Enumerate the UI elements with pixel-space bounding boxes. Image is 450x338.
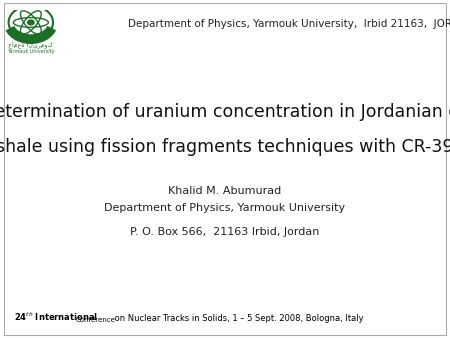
Text: Yarmouk University: Yarmouk University (7, 49, 54, 54)
Text: جامعة اليرموك: جامعة اليرموك (9, 41, 53, 48)
Text: Khalid M. Abumurad: Khalid M. Abumurad (168, 186, 282, 196)
Circle shape (9, 6, 53, 39)
Text: Determination of uranium concentration in Jordanian oil: Determination of uranium concentration i… (0, 102, 450, 121)
Text: on Nuclear Tracks in Solids, 1 – 5 Sept. 2008, Bologna, Italy: on Nuclear Tracks in Solids, 1 – 5 Sept.… (112, 314, 364, 323)
Text: Department of Physics, Yarmouk University: Department of Physics, Yarmouk Universit… (104, 203, 346, 213)
Circle shape (27, 20, 34, 25)
Text: P. O. Box 566,  21163 Irbid, Jordan: P. O. Box 566, 21163 Irbid, Jordan (130, 226, 320, 237)
Text: 24$^{th}$ International: 24$^{th}$ International (14, 310, 98, 323)
Text: Conference: Conference (76, 317, 116, 323)
Text: shale using fission fragments techniques with CR-39: shale using fission fragments techniques… (0, 138, 450, 156)
Text: Department of Physics, Yarmouk University,  Irbid 21163,  JORDAN: Department of Physics, Yarmouk Universit… (128, 19, 450, 29)
